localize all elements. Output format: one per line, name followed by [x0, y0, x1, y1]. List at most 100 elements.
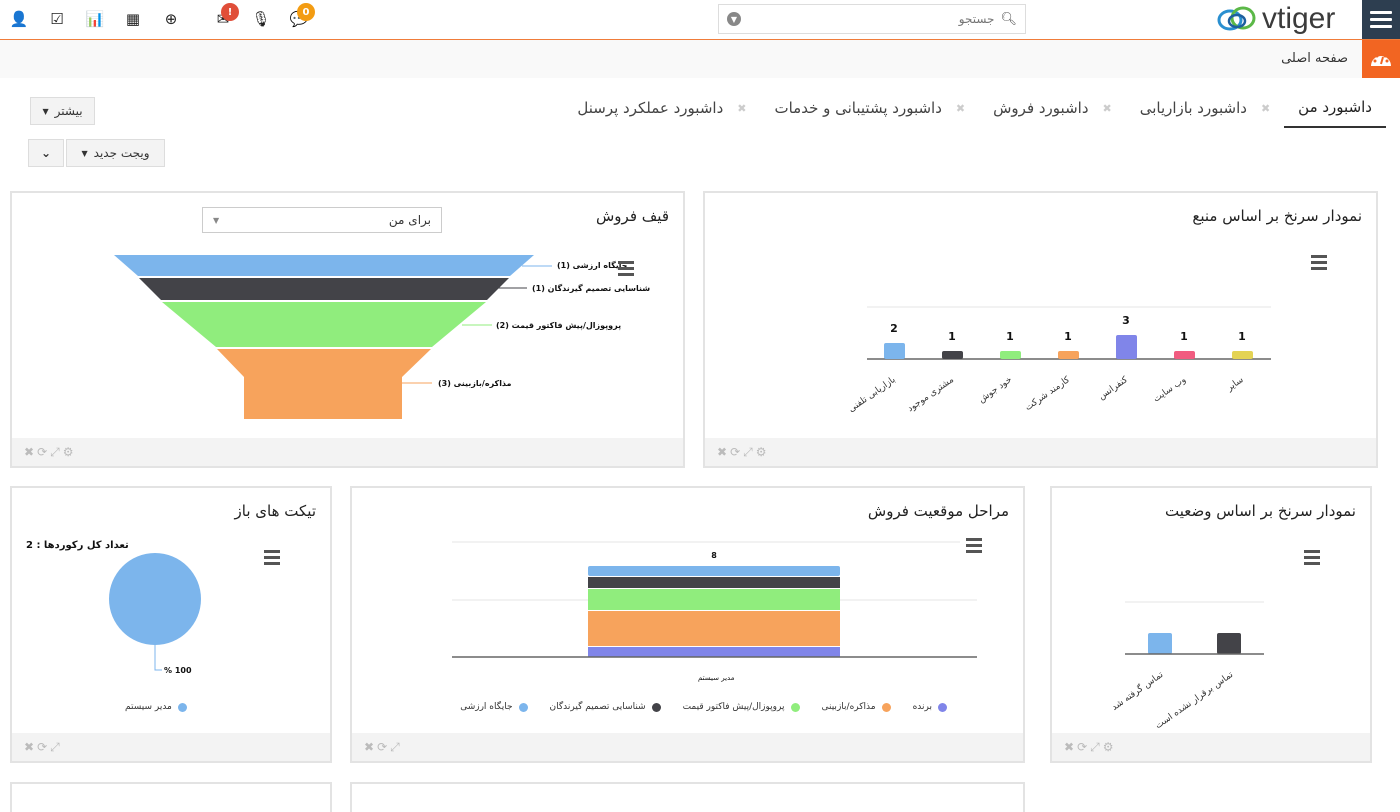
tab-marketing-dashboard[interactable]: ✖ داشبورد بازاریابی — [1139, 99, 1271, 117]
close-tab-icon[interactable]: ✖ — [1102, 101, 1112, 115]
fullscreen-icon[interactable]: ⤢ — [743, 444, 753, 459]
chart-menu-icon[interactable] — [618, 261, 634, 276]
caret-down-icon: ▼ — [42, 106, 49, 116]
pie-percent-label: 100 % — [164, 666, 192, 675]
main-menu-button[interactable] — [1362, 0, 1400, 39]
widget-title: مراحل موقعیت فروش — [867, 502, 1009, 520]
svg-text:8: 8 — [711, 551, 717, 560]
chart-menu-icon[interactable] — [966, 538, 982, 553]
caret-down-icon: ▼ — [81, 148, 88, 158]
widget-open-tickets: تیکت های باز تعداد کل رکوردها : 2 100 % … — [10, 486, 332, 763]
svg-text:1: 1 — [1238, 330, 1246, 343]
chart-menu-icon[interactable] — [1304, 550, 1320, 565]
fullscreen-icon[interactable]: ⤢ — [1090, 739, 1100, 754]
close-icon[interactable]: ✖ — [364, 740, 375, 754]
gear-icon[interactable]: ⚙ — [755, 445, 767, 459]
chart-menu-icon[interactable] — [1311, 255, 1327, 270]
svg-text:1: 1 — [1064, 330, 1072, 343]
refresh-icon[interactable]: ⟳ — [730, 445, 741, 459]
dashboard-options-button[interactable]: ⌄ — [28, 139, 64, 167]
gear-icon[interactable]: ⚙ — [1102, 740, 1114, 754]
search-options-icon[interactable]: ▼ — [727, 12, 741, 26]
close-icon[interactable]: ✖ — [24, 445, 35, 459]
widget-sales-stage: مراحل موقعیت فروش 8 مدیر سیستم برنده مذا… — [350, 486, 1025, 763]
lead-source-bar-chart: 2 1 1 1 3 1 1 — [867, 306, 1271, 360]
legend-item[interactable]: پروپوزال/پیش فاکتور قیمت — [683, 702, 800, 712]
refresh-icon[interactable]: ⟳ — [1077, 740, 1088, 754]
reports-icon: 📊 — [85, 10, 105, 28]
dashboard-tabs: داشبورد من ✖ داشبورد بازاریابی ✖ داشبورد ف… — [563, 88, 1386, 130]
fullscreen-icon[interactable]: ⤢ — [50, 739, 60, 754]
widget-footer: ✖ ⟳ ⤢ ⚙ — [1052, 733, 1370, 761]
widget-title: نمودار سرنخ بر اساس منبع — [1192, 207, 1362, 225]
chevron-down-icon: ⌄ — [40, 146, 52, 160]
funnel-label: شناسایی تصمیم گیرندگان (1) — [532, 284, 651, 293]
close-icon[interactable]: ✖ — [1064, 740, 1075, 754]
close-icon[interactable]: ✖ — [717, 445, 728, 459]
lead-status-bar-chart — [1125, 601, 1264, 655]
tab-support-dashboard[interactable]: ✖ داشبورد پشتیبانی و خدمات — [774, 99, 966, 117]
widget-partial — [10, 782, 332, 812]
tab-my-dashboard[interactable]: داشبورد من — [1284, 88, 1386, 128]
legend-item[interactable]: برنده — [913, 702, 947, 712]
mic-off-icon: 🎙 — [251, 10, 271, 28]
mail-button[interactable]: ✉! — [204, 0, 242, 38]
notification-badge: 0 — [297, 3, 315, 21]
svg-text:1: 1 — [1006, 330, 1014, 343]
widget-title: تیکت های باز — [234, 502, 316, 520]
global-search[interactable]: 🔍︎ ▼ — [718, 4, 1026, 34]
fullscreen-icon[interactable]: ⤢ — [50, 444, 60, 459]
legend-item[interactable]: مدیر سیستم — [125, 702, 187, 712]
close-tab-icon[interactable]: ✖ — [1260, 101, 1271, 115]
refresh-icon[interactable]: ⟳ — [37, 740, 48, 754]
new-widget-button[interactable]: ویجت جدید ▼ — [66, 139, 165, 167]
svg-text:1: 1 — [1180, 330, 1188, 343]
mic-off-button[interactable]: 🎙 — [242, 0, 280, 38]
tab-staff-dashboard[interactable]: ✖ داشبورد عملکرد پرسنل — [577, 99, 747, 117]
pie-legend: مدیر سیستم — [125, 702, 187, 712]
funnel-filter-select[interactable]: برای من ▼ — [202, 207, 442, 233]
top-bar: 👤 ☑ 📊 ▦ ⊕ ✉! 🎙 💬0 🔍︎ ▼ vtiger — [0, 0, 1400, 40]
tasks-button[interactable]: ☑ — [38, 0, 76, 38]
dashboard-home-button[interactable] — [1362, 40, 1400, 78]
search-input[interactable] — [741, 12, 1001, 26]
tab-sales-dashboard[interactable]: ✖ داشبورد فروش — [993, 99, 1112, 117]
funnel-chart — [114, 255, 552, 419]
x-axis-label: مدیر سیستم — [698, 674, 735, 682]
stage-legend: برنده مذاکره/بازبینی پروپوزال/پیش فاکتور… — [460, 702, 947, 712]
cloud-logo-icon — [1217, 6, 1256, 31]
close-tab-icon[interactable]: ✖ — [737, 101, 747, 115]
tickets-pie-chart — [109, 553, 201, 671]
legend-item[interactable]: جایگاه ارزشی — [460, 702, 528, 712]
calendar-icon: ▦ — [125, 10, 141, 28]
legend-item[interactable]: شناسایی تصمیم گیرندگان — [550, 702, 661, 712]
widget-leads-by-status: نمودار سرنخ بر اساس وضعیت تماس گرفته شد … — [1050, 486, 1372, 763]
refresh-icon[interactable]: ⟳ — [377, 740, 388, 754]
svg-text:3: 3 — [1122, 314, 1130, 327]
refresh-icon[interactable]: ⟳ — [37, 445, 48, 459]
chart-menu-icon[interactable] — [264, 550, 280, 565]
user-button[interactable]: 👤 — [0, 0, 38, 38]
breadcrumb-home[interactable]: صفحه اصلی — [1281, 51, 1348, 66]
calendar-button[interactable]: ▦ — [114, 0, 152, 38]
widget-footer: ✖ ⟳ ⤢ ⚙ — [12, 438, 683, 466]
search-icon: 🔍︎ — [1000, 11, 1017, 27]
close-tab-icon[interactable]: ✖ — [955, 101, 966, 115]
total-records: تعداد کل رکوردها : 2 — [26, 540, 129, 551]
widget-footer: ✖ ⟳ ⤢ — [12, 733, 330, 761]
tasks-icon: ☑ — [50, 10, 64, 28]
widget-footer: ✖ ⟳ ⤢ — [352, 733, 1023, 761]
svg-text:2: 2 — [890, 322, 898, 335]
quick-create-button[interactable]: ⊕ — [152, 0, 190, 38]
svg-text:1: 1 — [948, 330, 956, 343]
vtiger-logo[interactable]: vtiger — [1216, 2, 1335, 36]
quick-create-icon: ⊕ — [164, 10, 178, 28]
logo-text: vtiger — [1262, 2, 1336, 35]
more-button[interactable]: بیشتر ▼ — [30, 97, 95, 125]
fullscreen-icon[interactable]: ⤢ — [390, 739, 400, 754]
chat-button[interactable]: 💬 0 — [280, 0, 318, 38]
gear-icon[interactable]: ⚙ — [62, 445, 74, 459]
reports-button[interactable]: 📊 — [76, 0, 114, 38]
legend-item[interactable]: مذاکره/بازبینی — [822, 702, 891, 712]
close-icon[interactable]: ✖ — [24, 740, 35, 754]
